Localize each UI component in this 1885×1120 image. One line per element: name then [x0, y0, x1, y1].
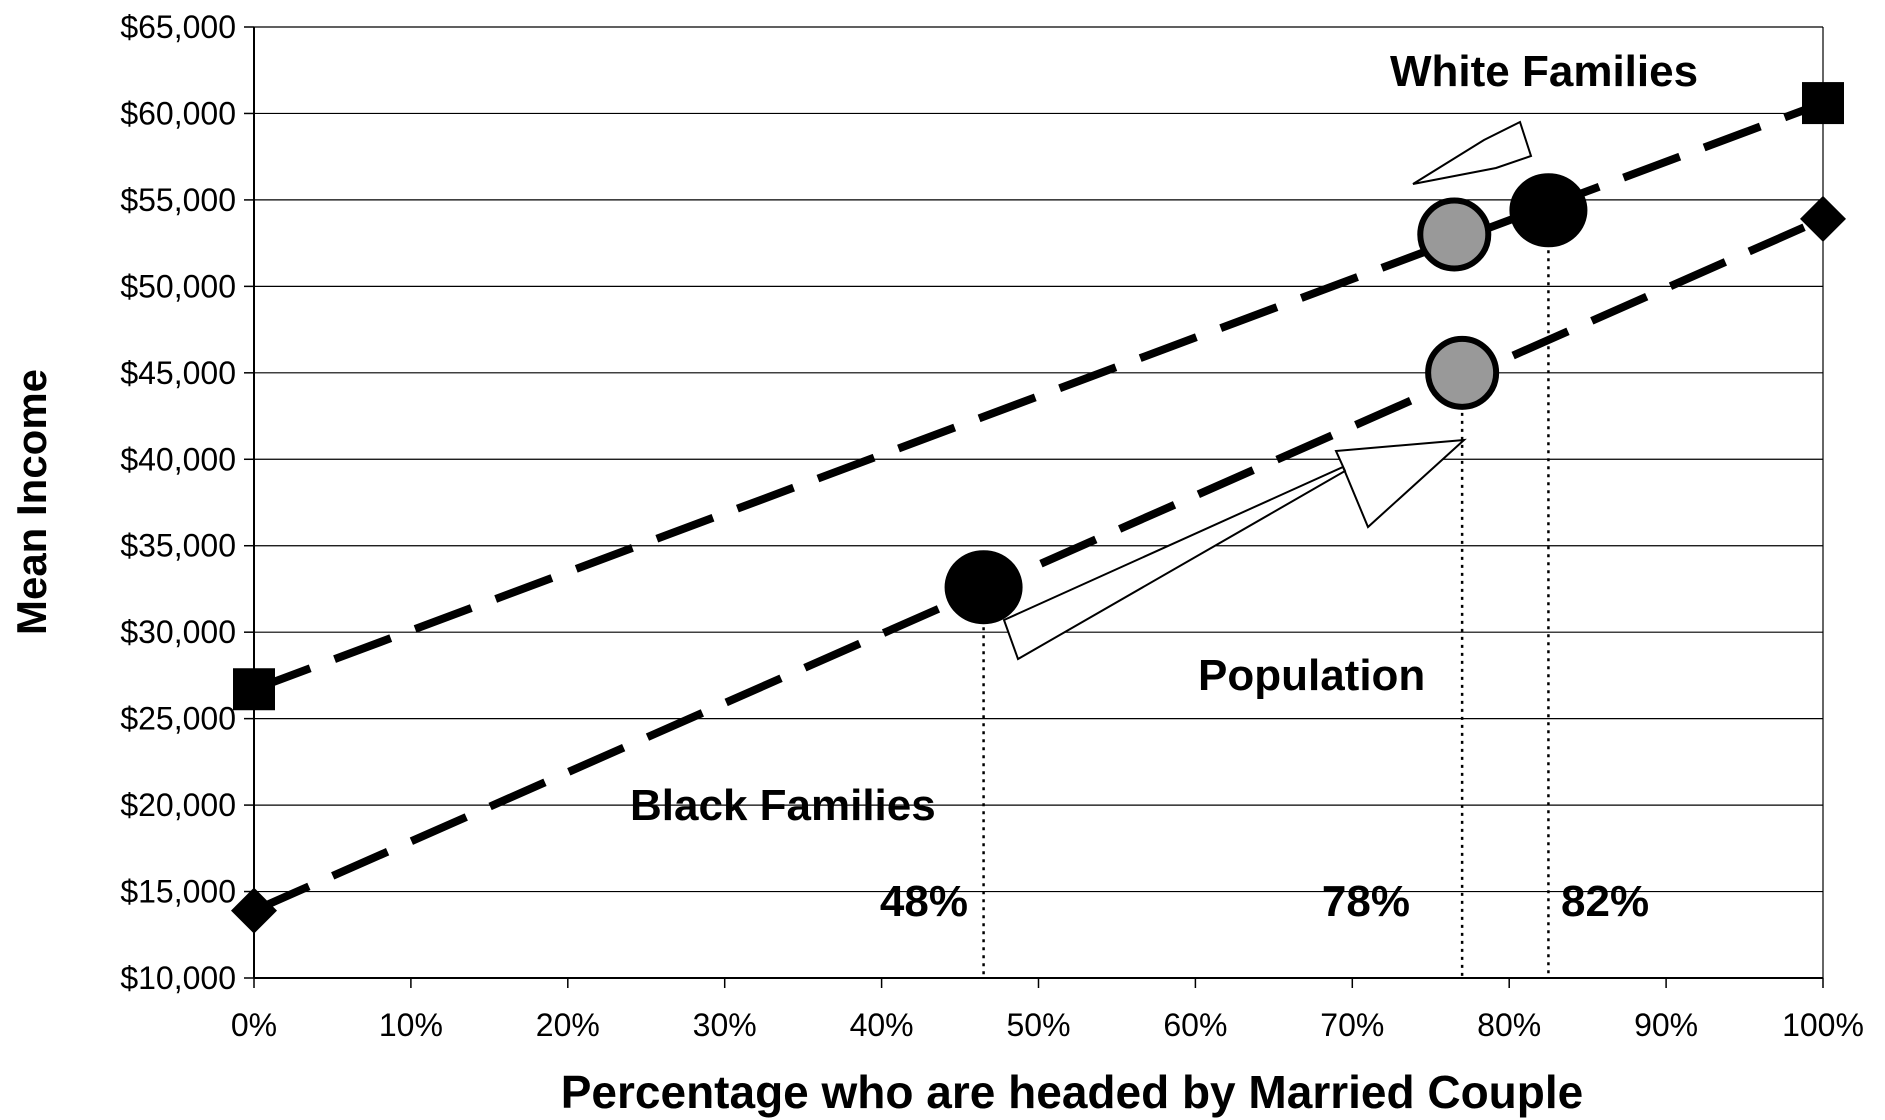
reference-label-78: 78% — [1322, 877, 1410, 926]
x-tick-label: 40% — [850, 1007, 914, 1043]
y-tick-label: $60,000 — [120, 95, 236, 131]
grid-lines — [254, 26, 1823, 979]
y-tick-label: $65,000 — [120, 9, 236, 45]
y-tick-label: $20,000 — [120, 787, 236, 823]
black-point — [944, 550, 1023, 625]
diamond-marker — [231, 887, 277, 934]
square-marker — [233, 668, 275, 711]
series-markers — [231, 82, 1846, 934]
y-tick-label: $55,000 — [120, 182, 236, 218]
black-families-label: Black Families — [630, 781, 936, 830]
x-tick-label: 60% — [1163, 1007, 1227, 1043]
y-tick-label: $40,000 — [120, 441, 236, 477]
x-tick-label: 0% — [231, 1007, 277, 1043]
x-tick-label: 80% — [1477, 1007, 1541, 1043]
x-tick-label: 100% — [1782, 1007, 1864, 1043]
x-tick-label: 20% — [536, 1007, 600, 1043]
gray-point — [1425, 335, 1500, 410]
white-families-arrow-icon — [1412, 120, 1533, 185]
x-tick-label: 70% — [1320, 1007, 1384, 1043]
reference-label-82: 82% — [1561, 877, 1649, 926]
series-line-black-families — [252, 215, 1825, 915]
y-tick-label: $10,000 — [120, 960, 236, 996]
axes — [244, 26, 1824, 988]
x-axis-title: Percentage who are headed by Married Cou… — [561, 1066, 1584, 1118]
x-tick-label: 10% — [379, 1007, 443, 1043]
x-tick-label: 30% — [693, 1007, 757, 1043]
y-tick-label: $25,000 — [120, 701, 236, 737]
reference-lines — [982, 210, 1550, 978]
square-marker — [1802, 82, 1844, 125]
black-point — [1509, 173, 1588, 248]
series-lines — [252, 99, 1825, 915]
population-arrow-icon — [1002, 438, 1467, 661]
x-tick-label: 50% — [1006, 1007, 1070, 1043]
series-line-white-families — [252, 99, 1825, 693]
y-tick-label: $30,000 — [120, 614, 236, 650]
y-tick-label: $35,000 — [120, 528, 236, 564]
y-tick-label: $50,000 — [120, 268, 236, 304]
white-families-label: White Families — [1390, 47, 1698, 96]
tick-labels: $10,000 $15,000 $20,000 $25,000 $30,000 $35,0… — [120, 9, 1864, 1043]
y-tick-label: $15,000 — [120, 874, 236, 910]
arrows — [1002, 120, 1533, 661]
reference-label-48: 48% — [880, 877, 968, 926]
diamond-marker — [1800, 195, 1846, 242]
gray-point — [1417, 197, 1492, 272]
x-tick-label: 90% — [1634, 1007, 1698, 1043]
population-label: Population — [1198, 651, 1425, 700]
y-tick-label: $45,000 — [120, 355, 236, 391]
y-axis-title: Mean Income — [8, 369, 55, 635]
highlight-points — [944, 173, 1588, 625]
